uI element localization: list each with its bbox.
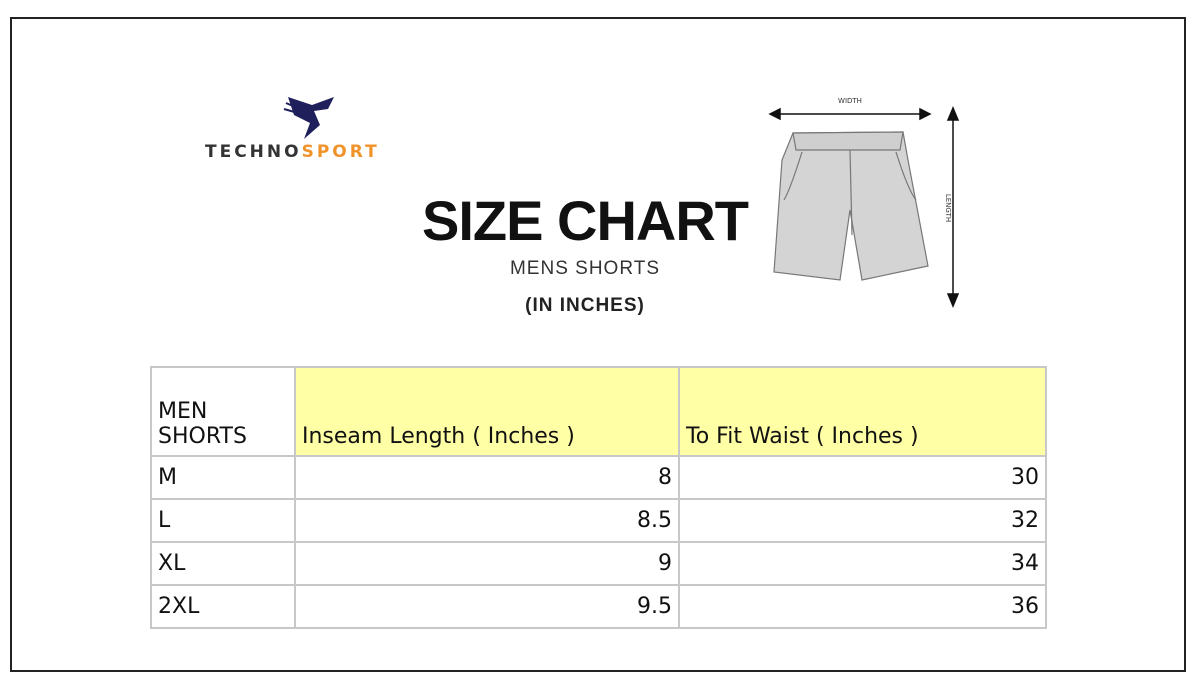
page-frame [10,17,1186,672]
brand-name: TECHNOSPORT [205,142,380,162]
brand-part1: TECHNO [205,142,302,162]
table-row: M 8 30 [150,455,1047,500]
page-title: SIZE CHART [422,189,749,252]
brand-part2: SPORT [301,142,380,162]
inseam-cell: 9.5 [294,584,680,629]
inseam-cell: 9 [294,541,680,586]
width-arrow-icon [768,107,932,121]
header-inseam-length: Inseam Length ( Inches ) [294,366,680,457]
unit-label: (IN INCHES) [525,295,645,316]
size-cell: L [150,498,296,543]
shorts-icon [773,131,929,281]
table-row: XL 9 34 [150,541,1047,586]
length-label: LENGTH [944,194,952,222]
width-label: WIDTH [838,97,862,105]
shorts-diagram: WIDTH LENGTH [768,97,960,308]
waist-cell: 36 [678,584,1047,629]
inseam-cell: 8 [294,455,680,500]
table-row: L 8.5 32 [150,498,1047,543]
header-waist: To Fit Waist ( Inches ) [678,366,1047,457]
size-cell: M [150,455,296,500]
size-cell: XL [150,541,296,586]
subtitle: MENS SHORTS [509,258,660,279]
table-row: 2XL 9.5 36 [150,584,1047,629]
size-cell: 2XL [150,584,296,629]
inseam-cell: 8.5 [294,498,680,543]
length-arrow-icon [946,106,960,308]
header-men-shorts: MEN SHORTS [150,366,296,457]
waist-cell: 34 [678,541,1047,586]
waist-cell: 32 [678,498,1047,543]
table-header-row: MEN SHORTS Inseam Length ( Inches ) To F… [150,366,1047,457]
technosport-logo-icon [283,97,334,139]
size-chart-table: MEN SHORTS Inseam Length ( Inches ) To F… [150,366,1047,629]
waist-cell: 30 [678,455,1047,500]
